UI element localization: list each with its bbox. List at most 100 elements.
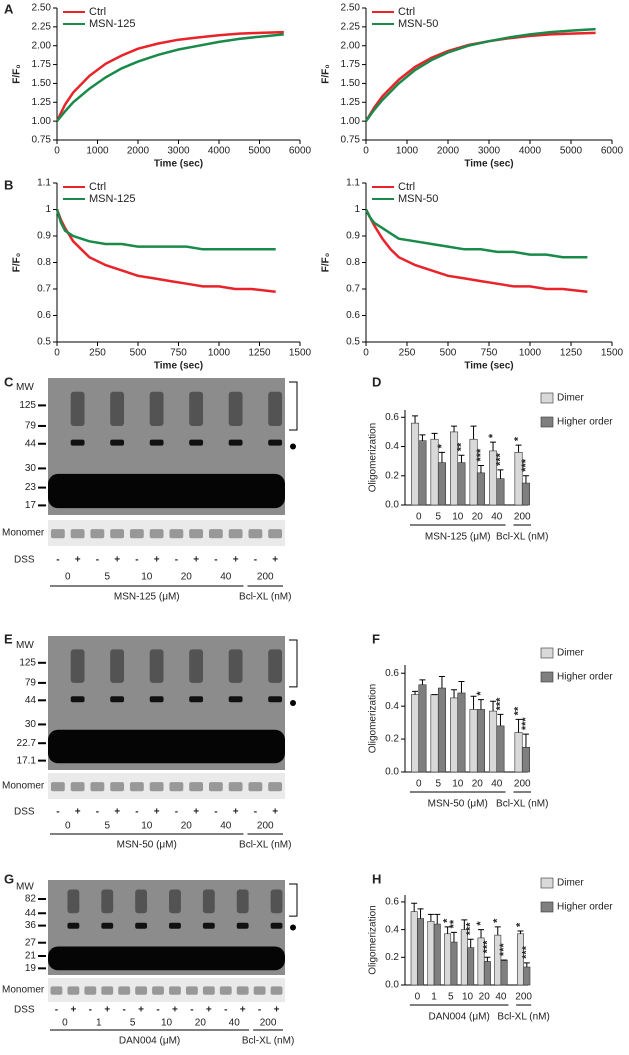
bracket — [289, 639, 298, 688]
x-tick-label: 200 — [515, 992, 532, 1003]
concentration-label: 5 — [104, 572, 110, 583]
significance-label: * — [475, 691, 487, 696]
y-tick-label: 1.1 — [346, 178, 360, 189]
significance-label: * — [442, 918, 454, 923]
bar — [411, 422, 420, 506]
panel-letter: B — [4, 177, 13, 192]
group-label: Bcl-XL (nM) — [497, 1012, 549, 1023]
error-bar — [461, 919, 468, 930]
dss-sign: - — [175, 555, 178, 566]
blot-smear — [236, 889, 249, 914]
x-tick-label: 500 — [130, 348, 147, 359]
error-bar — [467, 938, 474, 948]
concentration-label: 5 — [130, 1018, 136, 1029]
error-bar — [438, 676, 445, 689]
legend-swatch — [540, 416, 554, 428]
dss-sign: - — [190, 1005, 193, 1016]
significance-label: *** — [494, 697, 506, 711]
blot-band — [202, 922, 215, 929]
x-tick-label: 4000 — [519, 146, 542, 157]
y-tick-label: 0.6 — [385, 412, 399, 423]
bar — [437, 462, 446, 506]
blot-band — [228, 696, 243, 703]
blot-smear — [67, 889, 80, 914]
y-tick-label: 0.6 — [385, 668, 399, 679]
blot-smear — [268, 391, 283, 426]
blot-smear — [189, 391, 204, 426]
significance-label: *** — [520, 458, 532, 472]
legend-label: Higher order — [557, 902, 613, 913]
x-tick-label: 0 — [54, 146, 60, 157]
legend-label: Higher order — [557, 417, 613, 428]
blot-band — [270, 922, 283, 929]
bar — [460, 929, 468, 986]
line-series — [55, 30, 284, 122]
dss-sign: - — [89, 1005, 92, 1016]
y-tick-label: 0.75 — [32, 135, 52, 146]
group-label: MSN-50 (μM) — [428, 799, 488, 810]
blot-smear — [48, 946, 285, 971]
y-tick-label: 1.75 — [32, 59, 52, 70]
y-tick-label: 0.0 — [385, 500, 399, 511]
dss-sign: - — [156, 1005, 159, 1016]
concentration-label: 40 — [220, 821, 232, 832]
blot-smear — [101, 889, 114, 914]
dss-sign: - — [123, 1005, 126, 1016]
x-tick-label: 500 — [440, 348, 457, 359]
y-tick-label: 0.9 — [37, 231, 51, 242]
panel-letter: H — [372, 871, 381, 886]
y-tick-label: 0.75 — [341, 135, 361, 146]
x-tick-label: 250 — [89, 348, 106, 359]
bar — [430, 694, 439, 773]
bar — [457, 462, 466, 506]
mw-label: 17.1 — [17, 755, 37, 766]
dss-label: DSS — [14, 1005, 35, 1016]
monomer-label: Monomer — [2, 528, 45, 539]
blot-smear — [228, 649, 243, 683]
panel-letter: D — [372, 374, 381, 389]
dss-sign: - — [56, 555, 59, 566]
dot-marker — [290, 700, 296, 706]
error-bar — [427, 913, 434, 922]
mw-label: 36 — [25, 920, 37, 931]
mw-label: 82 — [25, 894, 37, 905]
mw-label: 23 — [25, 482, 37, 493]
x-tick-label: 5 — [448, 992, 454, 1003]
legend-label: MSN-50 — [398, 193, 438, 205]
dss-sign: + — [138, 1005, 144, 1016]
significance-label: *** — [498, 943, 510, 957]
blot-smear — [228, 391, 243, 426]
blot-band — [70, 439, 85, 446]
monomer-strip — [48, 978, 285, 1002]
mw-label: 44 — [25, 438, 37, 449]
bracket — [289, 883, 298, 917]
blot-smear — [70, 649, 85, 683]
legend-label: Ctrl — [89, 6, 106, 18]
error-bar — [451, 689, 458, 698]
y-tick-label: 0.0 — [385, 980, 399, 991]
y-tick-label: 0.5 — [346, 337, 360, 348]
group-label: Bcl-XL (nM) — [242, 1036, 294, 1047]
error-bar — [458, 680, 465, 693]
legend-label: Dimer — [557, 393, 584, 404]
bar — [483, 961, 491, 986]
line-series — [364, 208, 588, 259]
legend-label: MSN-125 — [89, 193, 135, 205]
x-tick-label: 40 — [495, 992, 507, 1003]
bar — [467, 947, 475, 986]
y-tick-label: 0.5 — [37, 337, 51, 348]
error-bar — [515, 444, 522, 453]
mw-label: 79 — [25, 421, 37, 432]
error-bar — [444, 926, 451, 934]
mw-label: 22.7 — [17, 738, 37, 749]
blot-band — [67, 922, 80, 929]
y-axis-label: Oligomerization — [368, 684, 379, 753]
blot-band — [189, 696, 204, 703]
x-tick-label: 5 — [435, 512, 441, 523]
error-bar — [458, 454, 465, 463]
concentration-label: 5 — [104, 821, 110, 832]
mw-label: 44 — [25, 695, 37, 706]
dss-sign: - — [254, 807, 257, 818]
y-tick-label: 1.75 — [341, 59, 361, 70]
